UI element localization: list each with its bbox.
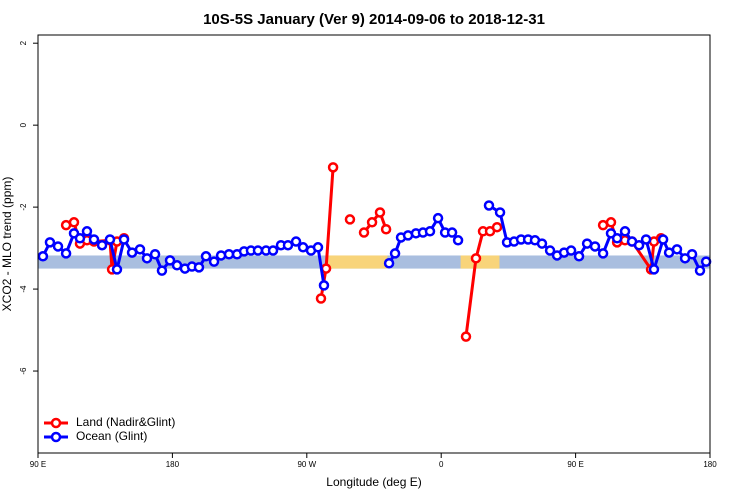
y-tick-label: 2 [19, 40, 28, 45]
data-point [640, 234, 652, 245]
data-point [290, 236, 302, 247]
data-point [633, 239, 645, 251]
data-point [81, 226, 93, 237]
data-point [37, 251, 49, 262]
data-point [605, 217, 617, 228]
data-point [671, 244, 683, 255]
data-point [452, 235, 464, 246]
y-tick-label: -2 [19, 203, 28, 211]
data-point [96, 239, 108, 251]
land-band [327, 255, 388, 269]
data-point [118, 234, 130, 245]
y-tick-label: -4 [19, 285, 28, 293]
x-axis-label: Longitude (deg E) [326, 475, 421, 489]
data-point [432, 212, 444, 224]
data-point [74, 233, 86, 244]
data-point [344, 214, 356, 225]
data-point [424, 226, 436, 237]
data-point [149, 248, 161, 260]
data-point [491, 221, 503, 233]
data-point [494, 207, 506, 218]
legend-marker [50, 431, 62, 443]
data-point [611, 233, 623, 244]
y-tick-label: -6 [19, 367, 28, 375]
data-point [366, 217, 378, 228]
data-point [536, 238, 548, 249]
data-point [446, 227, 458, 238]
x-tick-label: 90 W [297, 460, 316, 469]
data-point [383, 258, 395, 269]
x-tick-label: 180 [703, 460, 717, 469]
data-point [134, 244, 146, 255]
data-point [223, 248, 235, 260]
land-band [460, 255, 500, 269]
data-point [164, 255, 176, 266]
x-tick-label: 90 E [30, 460, 46, 469]
data-point [648, 264, 660, 275]
data-point [358, 227, 370, 238]
legend-label: Ocean (Glint) [76, 429, 147, 443]
data-point [252, 245, 264, 256]
data-point [483, 200, 495, 211]
data-point [52, 241, 64, 252]
data-point [694, 265, 706, 276]
data-point [111, 264, 123, 275]
data-point [657, 234, 669, 245]
plot-frame [37, 34, 711, 454]
x-tick-label: 0 [439, 460, 444, 469]
data-point [700, 256, 712, 267]
data-point [460, 331, 472, 342]
chart-title: 10S-5S January (Ver 9) 2014-09-06 to 201… [203, 11, 545, 28]
data-point [573, 251, 585, 262]
data-point [389, 248, 401, 259]
data-point [589, 241, 601, 252]
data-point [374, 207, 386, 218]
data-point [686, 248, 698, 260]
data-point [544, 245, 556, 256]
data-point [44, 237, 56, 248]
legend-marker [50, 417, 62, 429]
data-point [312, 242, 324, 253]
data-point [282, 239, 294, 251]
x-tick-label: 180 [166, 460, 180, 469]
data-point [267, 245, 279, 256]
data-point [597, 248, 609, 259]
y-axis-label: XCO2 - MLO trend (ppm) [0, 177, 14, 312]
data-point [60, 248, 72, 259]
data-point [315, 293, 327, 304]
legend-label: Land (Nadir&Glint) [76, 415, 175, 429]
data-point [619, 226, 631, 237]
data-point [68, 217, 80, 228]
data-point [470, 253, 482, 264]
data-point [200, 251, 212, 262]
data-point [215, 250, 227, 261]
y-tick-label: 0 [19, 122, 28, 127]
data-point [208, 256, 220, 267]
x-tick-label: 90 E [567, 460, 583, 469]
data-point [327, 162, 339, 173]
data-point [193, 262, 205, 273]
plot-area [37, 162, 712, 342]
data-point [380, 223, 392, 235]
data-point [565, 245, 577, 256]
data-point [104, 234, 116, 245]
data-point [156, 265, 168, 276]
data-point [318, 280, 330, 291]
data-point [141, 253, 153, 264]
data-point [88, 234, 100, 245]
